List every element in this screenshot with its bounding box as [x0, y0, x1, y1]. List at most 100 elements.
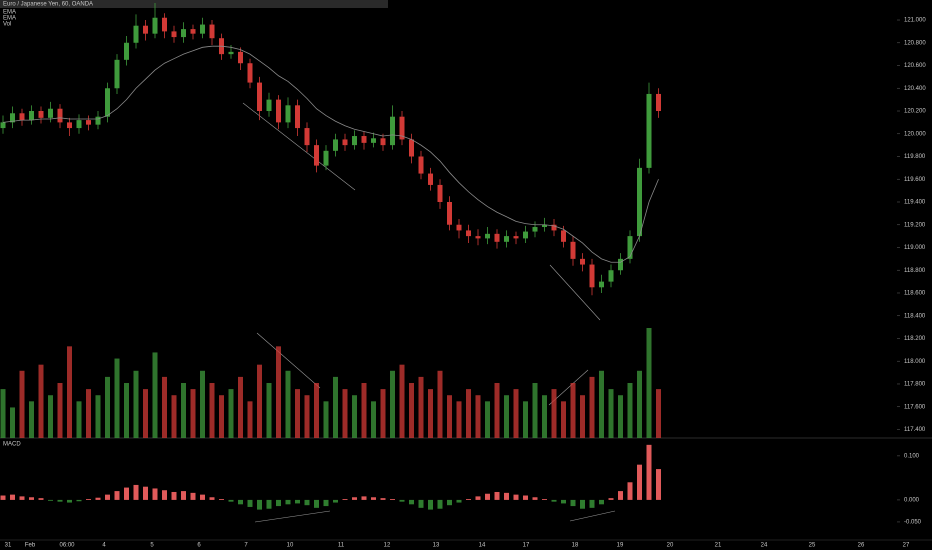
candle-body	[352, 136, 357, 146]
macd-bar	[656, 469, 661, 500]
macd-bar	[152, 488, 158, 500]
candle-body	[561, 230, 566, 242]
candle-body	[627, 236, 633, 259]
volume-bar	[266, 383, 272, 438]
macd-bar	[314, 499, 319, 508]
macd-bar	[133, 484, 139, 500]
candle-body	[209, 24, 215, 39]
candle-body	[599, 281, 604, 288]
macd-bar	[589, 499, 595, 508]
macd-bar	[266, 499, 272, 509]
x-tick-label: 7	[244, 543, 248, 549]
candle-body	[428, 173, 433, 185]
macd-bar	[333, 499, 338, 503]
volume-bar	[143, 389, 148, 438]
macd-bar	[48, 499, 53, 501]
volume-bar	[124, 383, 129, 438]
candle-body	[228, 51, 234, 55]
indicator-label[interactable]: Vol	[3, 22, 11, 28]
candle-body	[247, 63, 253, 83]
chart-title: Euro / Japanese Yen, 60, OANDA	[3, 2, 93, 8]
y-tick-label: 120.200	[904, 109, 926, 115]
indicator-label[interactable]: EMA	[3, 16, 16, 22]
volume-bar	[428, 389, 433, 438]
volume-bar	[418, 376, 424, 438]
candle-body	[105, 88, 110, 117]
macd-bar	[124, 487, 129, 500]
macd-bar	[200, 494, 205, 500]
y2-tick-label: 0.100	[904, 453, 920, 459]
volume-bar	[599, 370, 604, 438]
volume-bar	[323, 401, 329, 438]
volume-bar	[209, 383, 215, 438]
symbol-bar[interactable]	[0, 0, 388, 8]
macd-bar	[637, 464, 642, 500]
candle-body	[418, 156, 424, 174]
macd-bar	[504, 492, 509, 500]
macd-bar	[371, 497, 376, 500]
volume-bar	[437, 370, 443, 438]
volume-bar	[228, 389, 234, 438]
volume-bar	[532, 383, 538, 438]
macd-bar	[219, 499, 224, 500]
macd-bar	[285, 499, 291, 505]
candle-body	[67, 122, 72, 129]
macd-bar	[456, 499, 462, 503]
candle-body	[485, 233, 490, 239]
indicator-label[interactable]: MACD	[3, 442, 21, 448]
x-tick-label: Feb	[25, 543, 36, 549]
macd-bar	[485, 493, 490, 500]
macd-bar	[532, 497, 538, 500]
candle-body	[504, 236, 509, 242]
volume-bar	[342, 389, 348, 438]
macd-bar	[114, 491, 120, 500]
y-tick-label: 118.000	[904, 359, 926, 365]
macd-bar	[608, 498, 614, 500]
volume-bar	[380, 389, 386, 438]
candle-body	[133, 25, 139, 43]
macd-bar	[304, 499, 310, 506]
macd-bar	[475, 496, 481, 500]
candle-body	[409, 139, 414, 157]
volume-bar	[504, 395, 509, 438]
volume-bar	[95, 395, 101, 438]
indicator-label[interactable]: EMA	[3, 10, 16, 16]
volume-bar	[200, 370, 205, 438]
candle-body	[276, 99, 281, 123]
volume-bar	[219, 395, 224, 438]
macd-bar	[523, 495, 528, 500]
volume-bar	[513, 389, 519, 438]
y-tick-label: 119.800	[904, 154, 926, 160]
y-tick-label: 119.600	[904, 177, 926, 183]
macd-bar	[228, 499, 234, 502]
candle-body	[200, 24, 205, 34]
candle-body	[637, 167, 642, 237]
volume-bar	[390, 370, 395, 438]
volume-bar	[333, 376, 338, 438]
trendline	[569, 510, 616, 522]
x-tick-label: 31	[5, 543, 12, 549]
y-tick-label: 118.800	[904, 268, 926, 274]
volume-bar	[10, 407, 15, 438]
macd-bar	[466, 499, 471, 500]
candle-body	[114, 59, 120, 89]
candle-body	[447, 201, 452, 225]
volume-bar	[466, 389, 471, 438]
volume-bar	[162, 376, 167, 438]
y-tick-label: 118.600	[904, 291, 926, 297]
candle-body	[523, 231, 528, 239]
macd-bar	[67, 499, 72, 503]
volume-bar	[456, 401, 462, 438]
candle-body	[390, 116, 395, 146]
x-tick-label: 6	[197, 543, 201, 549]
candle-body	[76, 120, 82, 129]
candle-body	[95, 116, 101, 125]
x-tick-label: 06:00	[59, 543, 75, 549]
y-tick-label: 120.800	[904, 40, 926, 46]
candle-body	[314, 145, 319, 166]
macd-bar	[409, 499, 414, 505]
candle-body	[456, 224, 462, 231]
volume-bar	[133, 370, 139, 438]
volume-bar	[48, 395, 53, 438]
macd-bar	[494, 491, 500, 500]
